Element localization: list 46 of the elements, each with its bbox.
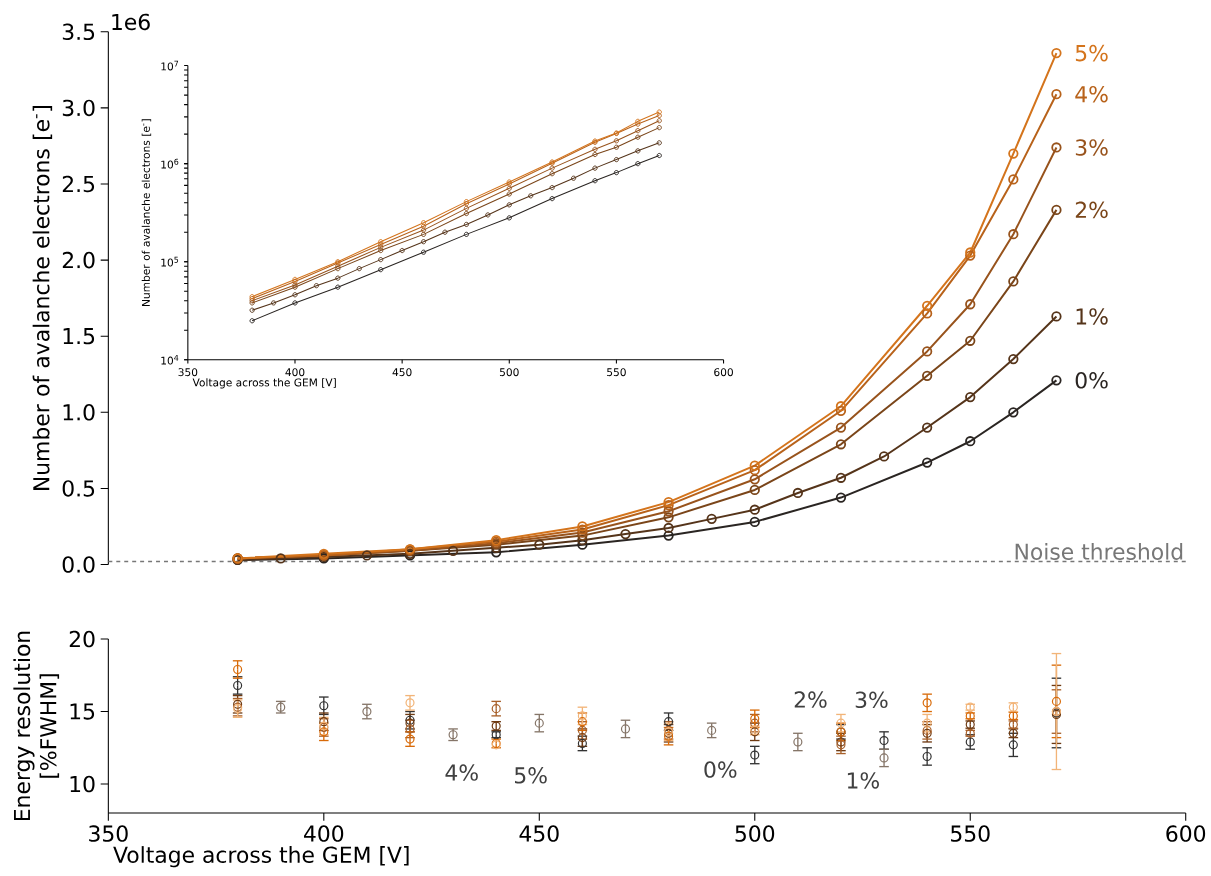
y-tick-label: 10 <box>70 775 95 793</box>
y-tick-label: 10$^{6}$ <box>161 158 179 169</box>
y-axis-title: Number of avalanche electrons [e$^{-}$] <box>32 106 53 491</box>
x-tick-label: 500 <box>499 368 519 377</box>
y-tick-label: 0.5 <box>62 480 95 497</box>
ref-line-label: Noise threshold <box>1015 543 1183 561</box>
annotation: 5% <box>514 767 547 784</box>
y-tick-label: 0.0 <box>62 556 95 573</box>
series-label: 4% <box>1075 86 1108 103</box>
y-tick-label: 3.0 <box>62 99 95 117</box>
series-label: 0% <box>1075 372 1108 389</box>
y-tick-label: 10$^{5}$ <box>161 257 179 267</box>
annotation: 1% <box>847 772 879 789</box>
series-label: 5% <box>1075 45 1108 62</box>
y-axis-title: Energy resolution [%FWHM] <box>13 631 60 821</box>
x-axis-title: Voltage across the GEM [V] <box>113 846 409 868</box>
annotation: 3% <box>855 691 888 709</box>
annotation: 0% <box>704 761 737 779</box>
x-tick-label: 500 <box>735 825 775 843</box>
x-tick-label: 450 <box>392 368 412 377</box>
x-tick-label: 600 <box>1166 825 1206 843</box>
annotation: 2% <box>794 691 827 709</box>
y-tick-label: 20 <box>69 630 95 648</box>
text: 1e6 <box>112 13 150 31</box>
y-tick-label: 10$^{7}$ <box>161 60 179 71</box>
y-tick-label: 1.5 <box>63 328 95 345</box>
annotation: 4% <box>445 764 478 782</box>
x-tick-label: 350 <box>178 368 198 377</box>
y-tick-label: 2.0 <box>62 252 95 269</box>
x-tick-label: 350 <box>89 825 128 843</box>
y-tick-label: 2.5 <box>62 175 95 193</box>
y-tick-label: 15 <box>70 703 95 720</box>
x-tick-label: 600 <box>714 368 733 377</box>
y-tick-label: 10$^{4}$ <box>161 355 179 365</box>
series-label: 2% <box>1075 201 1108 219</box>
x-tick-label: 400 <box>285 368 305 377</box>
series-label: 3% <box>1075 139 1108 156</box>
x-tick-label: 550 <box>951 825 990 843</box>
y-axis-title: Number of avalanche electrons [e$^{-}$] <box>141 119 152 307</box>
x-tick-label: 550 <box>607 368 626 377</box>
series-label: 1% <box>1076 308 1108 325</box>
x-axis-title: Voltage across the GEM [V] <box>192 378 336 389</box>
x-tick-label: 400 <box>304 825 344 843</box>
x-tick-label: 450 <box>519 825 559 843</box>
y-tick-label: 3.5 <box>62 23 95 41</box>
y-tick-label: 1.0 <box>63 404 95 421</box>
